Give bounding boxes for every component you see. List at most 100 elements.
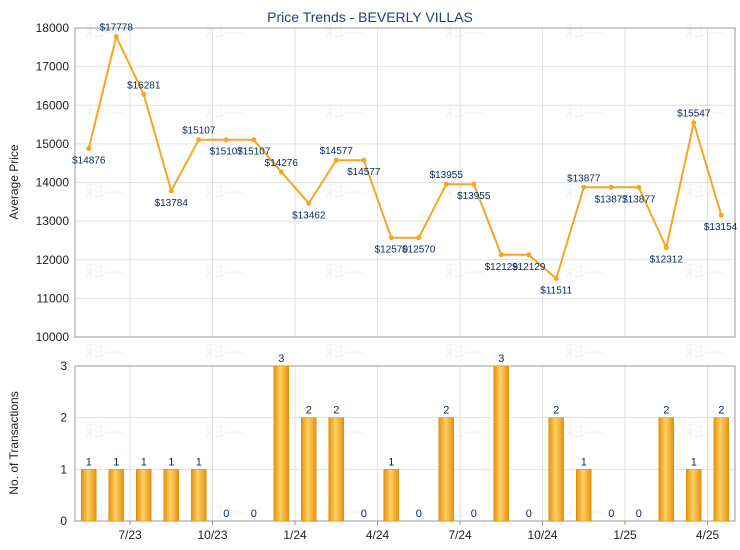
transaction-count-label: 0 bbox=[526, 508, 532, 520]
watermark-text: 科一 bbox=[685, 262, 725, 285]
price-point bbox=[168, 188, 174, 194]
price-y-tick-label: 18000 bbox=[36, 21, 70, 35]
price-point bbox=[608, 184, 614, 190]
transaction-count-label: 0 bbox=[223, 508, 229, 520]
price-point bbox=[663, 245, 669, 251]
transaction-count-label: 2 bbox=[553, 405, 559, 417]
price-y-tick-label: 10000 bbox=[36, 330, 70, 344]
price-data-label: $17778 bbox=[100, 23, 134, 34]
watermark-text: 科一 bbox=[565, 22, 605, 45]
price-data-label: $12129 bbox=[512, 262, 546, 273]
price-point bbox=[526, 252, 532, 258]
x-axis-ticks: 7/23 10/23 1/24 4/24 7/24 10/24 1/25 4/25 bbox=[118, 521, 720, 542]
transactions-y-tick-label: 2 bbox=[60, 411, 67, 425]
price-point bbox=[388, 235, 394, 241]
price-y-tick-label: 11000 bbox=[37, 291, 70, 305]
watermark-text: 科一 bbox=[325, 182, 365, 205]
price-point bbox=[223, 137, 229, 143]
price-point bbox=[113, 34, 119, 40]
price-data-label: $13784 bbox=[155, 198, 189, 209]
price-point bbox=[416, 235, 422, 241]
transactions-y-tick-label: 3 bbox=[60, 359, 67, 373]
transaction-bar bbox=[383, 469, 399, 522]
transaction-count-label: 0 bbox=[471, 508, 477, 520]
price-data-label: $12570 bbox=[375, 245, 409, 256]
price-point bbox=[553, 276, 559, 282]
price-data-label: $12570 bbox=[402, 245, 436, 256]
price-point bbox=[691, 120, 697, 126]
watermark-text: 科一 bbox=[85, 422, 125, 445]
x-tick-label: 10/24 bbox=[527, 528, 557, 542]
transaction-count-label: 0 bbox=[636, 508, 642, 520]
price-data-label: $15107 bbox=[182, 126, 216, 137]
price-data-label: $11511 bbox=[540, 286, 572, 297]
watermark-text: 科一 bbox=[85, 182, 125, 205]
x-tick-label: 4/24 bbox=[366, 528, 390, 542]
transactions-y-axis-title: No. of Transactions bbox=[7, 391, 21, 494]
watermark-text: 科一 bbox=[85, 342, 125, 365]
price-point bbox=[251, 137, 257, 143]
chart-title: Price Trends - BEVERLY VILLAS bbox=[267, 9, 473, 25]
price-line-series: $14876$17778$16281$13784$15107$15107$151… bbox=[72, 23, 738, 297]
transaction-count-label: 1 bbox=[141, 456, 147, 468]
watermark-text: 科一 bbox=[445, 342, 485, 365]
price-y-tick-label: 16000 bbox=[36, 98, 70, 112]
price-data-label: $16281 bbox=[127, 80, 161, 91]
price-grid: 10000 11000 12000 13000 14000 15000 16000 17000… bbox=[36, 21, 735, 344]
price-data-label: $13462 bbox=[292, 210, 326, 221]
price-y-tick-label: 14000 bbox=[36, 176, 70, 190]
price-point bbox=[498, 252, 504, 258]
transaction-bar bbox=[273, 365, 289, 522]
price-data-label: $15107 bbox=[210, 147, 244, 158]
watermark-text: 科一 bbox=[205, 342, 245, 365]
watermark-text: 科一 bbox=[445, 262, 485, 285]
price-point bbox=[443, 181, 449, 187]
price-y-tick-label: 15000 bbox=[36, 137, 70, 151]
watermark-text: 科一 bbox=[85, 262, 125, 285]
x-tick-label: 1/24 bbox=[283, 528, 307, 542]
price-y-tick-label: 13000 bbox=[36, 214, 70, 228]
transaction-bar bbox=[163, 469, 179, 522]
transaction-count-label: 2 bbox=[663, 405, 669, 417]
transaction-count-label: 0 bbox=[416, 508, 422, 520]
transaction-count-label: 1 bbox=[196, 456, 202, 468]
price-point bbox=[196, 137, 202, 143]
transaction-count-label: 1 bbox=[113, 456, 119, 468]
price-point bbox=[86, 146, 92, 152]
transaction-count-label: 2 bbox=[306, 405, 312, 417]
x-tick-label: 10/23 bbox=[197, 528, 227, 542]
price-data-label: $15107 bbox=[237, 147, 271, 158]
x-tick-label: 1/25 bbox=[613, 528, 637, 542]
watermark-text: 科一 bbox=[565, 422, 605, 445]
x-tick-label: 7/24 bbox=[448, 528, 472, 542]
price-point bbox=[718, 212, 724, 218]
transactions-bars: 1 1 1 1 1 0 0 3 2 2 0 1 0 2 0 3 0 2 1 0 0 2 1 2 bbox=[81, 353, 729, 522]
price-data-label: $13955 bbox=[457, 191, 491, 202]
transaction-bar bbox=[191, 469, 207, 522]
watermark-text: 科一 bbox=[445, 22, 485, 45]
transaction-count-label: 3 bbox=[278, 353, 284, 365]
price-line bbox=[87, 33, 723, 281]
transaction-count-label: 1 bbox=[691, 456, 697, 468]
transaction-count-label: 2 bbox=[718, 405, 724, 417]
transaction-bar bbox=[301, 417, 317, 522]
price-data-label: $14577 bbox=[320, 146, 354, 157]
transaction-bar bbox=[108, 469, 124, 522]
watermark-text: 科一 bbox=[565, 262, 605, 285]
watermark-text: 科一 bbox=[205, 182, 245, 205]
price-data-label: $12129 bbox=[485, 262, 519, 273]
price-data-label: $13877 bbox=[595, 194, 629, 205]
price-data-label: $14276 bbox=[265, 158, 299, 169]
watermark-text: 科一 bbox=[325, 22, 365, 45]
transaction-count-label: 2 bbox=[443, 405, 449, 417]
price-y-tick-label: 12000 bbox=[36, 253, 70, 267]
transaction-bar bbox=[493, 365, 509, 522]
transaction-count-label: 0 bbox=[608, 508, 614, 520]
transaction-bar bbox=[548, 417, 564, 522]
price-data-label: $14876 bbox=[72, 156, 106, 167]
price-data-label: $12312 bbox=[650, 255, 684, 266]
transaction-count-label: 1 bbox=[86, 456, 92, 468]
price-y-axis-title: Average Price bbox=[7, 144, 21, 219]
transaction-bar bbox=[658, 417, 674, 522]
watermark-text: 科一 bbox=[205, 422, 245, 445]
